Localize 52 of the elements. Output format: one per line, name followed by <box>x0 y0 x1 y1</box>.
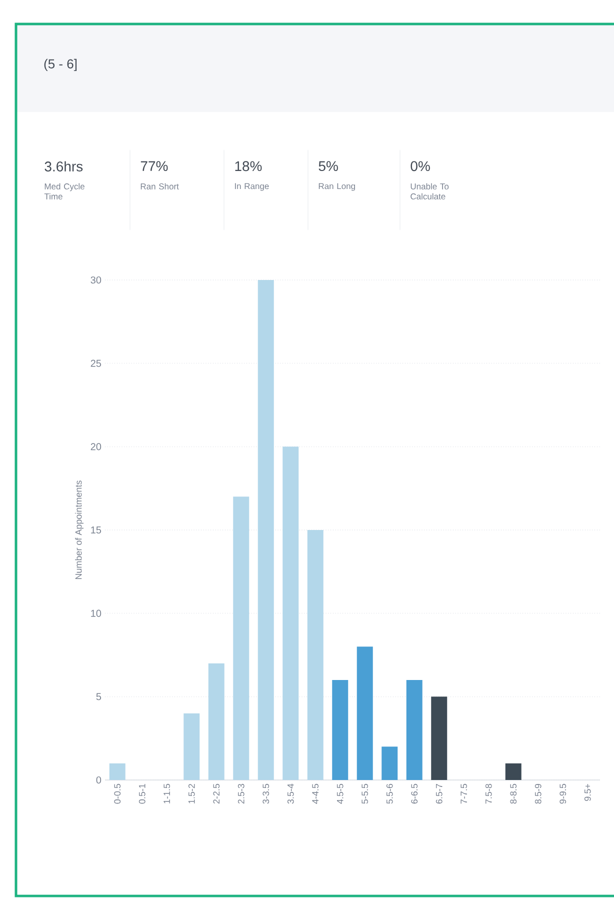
bar <box>505 763 522 780</box>
x-tick-label: 6-6.5 <box>411 784 418 804</box>
x-tick-label: 7.5-8 <box>485 784 492 804</box>
x-tick-label: 6.5-7 <box>436 784 442 804</box>
x-tick-label: 1-1.5 <box>164 784 170 804</box>
bar <box>332 680 348 780</box>
bar <box>382 746 398 780</box>
text: Med Cycle Time <box>44 183 84 200</box>
bar <box>307 530 324 780</box>
x-tick-label: 5.5-6 <box>386 784 393 804</box>
x-tick-label: 8-8.5 <box>510 784 517 804</box>
x-tick-label: 3-3.5 <box>262 784 270 804</box>
text: In Range <box>234 183 269 191</box>
text: 77% <box>140 161 168 171</box>
y-tick-label: 25 <box>90 360 102 367</box>
bar <box>258 280 274 780</box>
y-tick-label: 5 <box>96 693 102 700</box>
x-tick-label: 4.5-5 <box>336 784 344 804</box>
text: Unable To Calculate <box>410 183 449 200</box>
bar <box>233 496 250 780</box>
bar <box>356 646 373 780</box>
x-tick-label: 2.5-3 <box>238 784 244 804</box>
y-tick-label: 20 <box>90 443 102 450</box>
x-tick-label: 7-7.5 <box>460 784 468 804</box>
x-tick-label: 3.5-4 <box>287 784 294 804</box>
bar <box>184 713 200 780</box>
x-tick-label: 0-0.5 <box>114 784 121 804</box>
y-tick-label: 30 <box>90 276 102 284</box>
x-tick-label: 8.5-9 <box>534 784 542 804</box>
bar <box>208 663 224 780</box>
y-tick-label: 0 <box>96 776 102 784</box>
x-tick-label: 1.5-2 <box>188 784 195 804</box>
text: 5% <box>318 161 338 172</box>
bar <box>431 696 448 780</box>
x-tick-label: 5-5.5 <box>362 784 368 804</box>
y-tick-label: 10 <box>91 610 102 617</box>
bar <box>282 446 299 780</box>
chart-title: (5 - 6] <box>44 58 77 72</box>
x-tick-label: 9.5+ <box>584 784 591 801</box>
bar <box>406 680 422 780</box>
text: 18% <box>235 161 262 172</box>
x-tick-label: 9-9.5 <box>560 784 566 804</box>
x-tick-label: 2-2.5 <box>213 784 220 804</box>
y-axis-title: Number of Appointments <box>75 480 84 580</box>
text: Ran Short <box>140 183 179 190</box>
text: 3.6hrs <box>44 161 83 172</box>
text: 0% <box>410 161 430 172</box>
x-tick-label: 0.5-1 <box>138 784 146 804</box>
text: Ran Long <box>318 183 355 191</box>
y-tick-label: 15 <box>91 526 102 534</box>
x-tick-label: 4-4.5 <box>312 784 319 804</box>
bar <box>109 763 126 780</box>
